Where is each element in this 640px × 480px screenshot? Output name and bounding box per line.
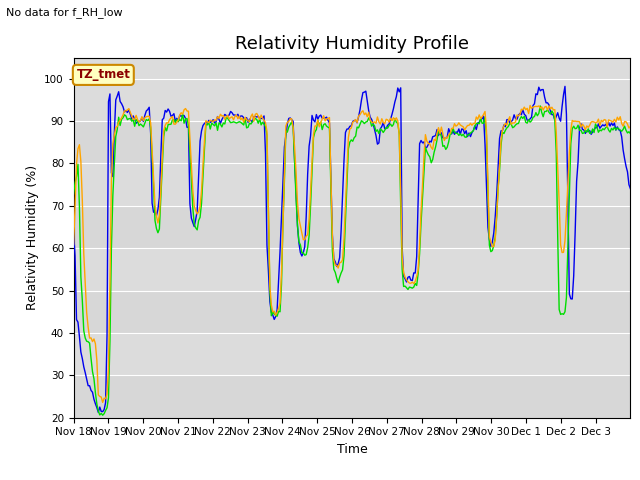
Y-axis label: Relativity Humidity (%): Relativity Humidity (%)	[26, 165, 38, 310]
Bar	[74, 375, 630, 418]
Bar	[74, 206, 630, 248]
Bar	[74, 121, 630, 164]
Text: No data for f_RH_low: No data for f_RH_low	[6, 7, 123, 18]
Text: TZ_tmet: TZ_tmet	[76, 68, 131, 82]
X-axis label: Time: Time	[337, 443, 367, 456]
Title: Relativity Humidity Profile: Relativity Humidity Profile	[235, 35, 469, 53]
Bar	[74, 290, 630, 333]
